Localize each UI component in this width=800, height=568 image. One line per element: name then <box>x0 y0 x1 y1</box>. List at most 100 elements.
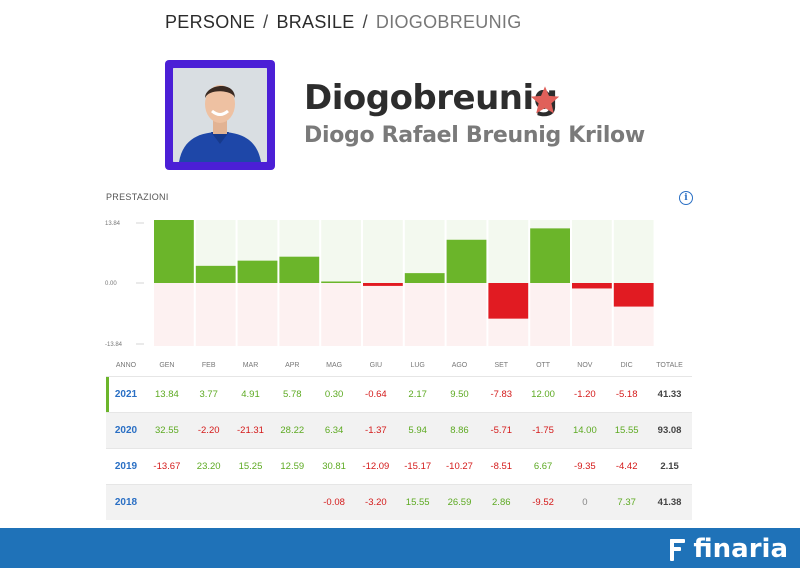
chart-bar-nov[interactable] <box>572 283 612 289</box>
table-row[interactable]: 2018 -0.08 -3.20 15.55 26.59 2.86 -9.52 0 7.37 41… <box>106 484 692 520</box>
table-cell-apr: 12.59 <box>280 461 305 472</box>
table-row[interactable]: 2020 32.55 -2.20 -21.31 28.22 6.34 -1.37 5.94 8.… <box>106 412 692 448</box>
chart-bg-positive-set <box>488 220 529 283</box>
chart-bg-negative-ott <box>530 283 570 346</box>
chart-bg-negative-nov <box>572 283 612 346</box>
chart-bg-negative-lug <box>404 283 445 346</box>
table-body: 2021 13.84 3.77 4.91 5.78 0.30 -0.64 2.17 9.50 -7… <box>106 376 692 520</box>
chart-bar-gen[interactable] <box>154 220 194 283</box>
table-cell-ott: -9.52 <box>532 497 554 508</box>
table-row[interactable]: 2019 -13.67 23.20 15.25 12.59 30.81 -12.09 -15.… <box>106 448 692 484</box>
table-header-totale: TOTALE <box>656 361 683 369</box>
table-cell-year[interactable]: 2018 <box>114 497 138 508</box>
chart-bg-negative-gen <box>154 283 194 346</box>
table-cell-mag: 6.34 <box>324 425 344 436</box>
table-cell-lug: 5.94 <box>408 425 427 436</box>
brand-logo[interactable]: finaria <box>670 534 788 564</box>
table-cell-nov: 0 <box>582 497 588 508</box>
table-cell-mag: -0.08 <box>323 497 345 508</box>
table-cell-dic: -4.42 <box>615 461 638 472</box>
chart-bg-negative-giu <box>363 283 403 346</box>
avatar-photo <box>173 68 267 162</box>
table-header-gen: GEN <box>159 361 175 369</box>
chart-bar-mar[interactable] <box>237 260 278 283</box>
chart-bar-feb[interactable] <box>195 265 236 283</box>
chart-y-tick-label: 0.00 <box>105 281 117 287</box>
person-photo-illustration <box>173 68 267 162</box>
chart-y-tick-label: 13.84 <box>105 221 121 227</box>
table-cell-year[interactable]: 2019 <box>114 461 138 472</box>
brand-name: finaria <box>693 534 788 564</box>
table-cell-giu: -12.09 <box>362 461 390 472</box>
performance-table: ANNO GEN FEB MAR APR MAG GIU LUG AGO SET OTT NOV DIC… <box>106 354 692 520</box>
table-cell-nov: 14.00 <box>572 425 597 436</box>
table-cell-gen: 13.84 <box>155 389 179 400</box>
table-cell-gen: -13.67 <box>153 461 181 472</box>
table-cell-dic: 15.55 <box>614 425 639 436</box>
table-cell-ott: 6.67 <box>533 461 553 472</box>
table-header-ago: AGO <box>451 361 468 369</box>
table-cell-giu: -0.64 <box>365 389 387 400</box>
chart-bg-positive-giu <box>363 220 403 283</box>
table-row[interactable]: 2021 13.84 3.77 4.91 5.78 0.30 -0.64 2.17 9.50 -7… <box>106 376 692 412</box>
table-cell-year[interactable]: 2020 <box>114 425 138 436</box>
chart-bar-giu[interactable] <box>363 283 403 286</box>
table-header-lug: LUG <box>410 361 425 369</box>
info-icon[interactable]: i <box>679 191 693 205</box>
table-header-dic: DIC <box>620 361 633 369</box>
chart-bar-dic[interactable] <box>613 283 654 307</box>
table-cell-total: 41.38 <box>657 497 682 508</box>
breadcrumb: PERSONE / BRASILE / DIOGOBREUNIG <box>165 12 522 33</box>
table-cell-set: -7.83 <box>490 389 513 400</box>
table-cell-ago: -10.27 <box>446 461 473 472</box>
chart-bg-positive-mag <box>321 220 361 283</box>
profile-username: Diogobreunig <box>304 78 558 118</box>
chart-bg-negative-feb <box>195 283 236 346</box>
table-header-apr: APR <box>285 361 300 369</box>
chart-bar-mag[interactable] <box>321 281 361 284</box>
table-cell-mag: 30.81 <box>322 461 346 472</box>
table-cell-mag: 0.30 <box>324 389 344 400</box>
chart-bg-negative-apr <box>279 283 320 346</box>
table-cell-mar: -21.31 <box>237 425 264 436</box>
table-cell-mar: 15.25 <box>238 461 263 472</box>
breadcrumb-item-brasile[interactable]: BRASILE <box>276 12 355 32</box>
table-cell-giu: -3.20 <box>365 497 387 508</box>
table-header-set: SET <box>494 361 509 369</box>
table-header-feb: FEB <box>201 361 216 369</box>
chart-bar-lug[interactable] <box>404 273 445 283</box>
footer-bar: finaria <box>0 528 800 568</box>
table-cell-nov: -1.20 <box>574 389 596 400</box>
table-cell-set: 2.86 <box>492 497 511 508</box>
chart-bar-ott[interactable] <box>530 228 570 283</box>
chart-bg-negative-ago <box>446 283 487 346</box>
table-header: ANNO GEN FEB MAR APR MAG GIU LUG AGO SET OTT NOV DIC… <box>106 354 692 376</box>
chart-bg-negative-mag <box>321 283 361 346</box>
table-cell-dic: -5.18 <box>615 389 638 400</box>
table-header-giu: GIU <box>369 361 383 369</box>
chart-bar-apr[interactable] <box>279 256 320 283</box>
breadcrumb-item-persone[interactable]: PERSONE <box>165 12 256 32</box>
breadcrumb-separator: / <box>362 12 368 32</box>
performance-title: PRESTAZIONI <box>106 192 169 202</box>
table-cell-lug: -15.17 <box>404 461 432 472</box>
finaria-logo-icon <box>670 537 686 561</box>
table-cell-feb: 3.77 <box>199 389 218 400</box>
table-cell-total: 41.33 <box>657 389 682 400</box>
table-cell-mar: 4.91 <box>241 389 260 400</box>
table-cell-ott: -1.75 <box>532 425 554 436</box>
table-cell-gen: 32.55 <box>155 425 179 436</box>
breadcrumb-item-current: DIOGOBREUNIG <box>375 12 522 32</box>
chart-bar-set[interactable] <box>488 283 529 319</box>
chart-bar-ago[interactable] <box>446 239 487 283</box>
chart-bg-negative-mar <box>237 283 278 346</box>
table-cell-total: 93.08 <box>657 425 682 436</box>
table-cell-year[interactable]: 2021 <box>114 389 138 400</box>
chart-bg-positive-dic <box>613 220 654 283</box>
chart-bg-positive-nov <box>572 220 612 283</box>
profile-full-name: Diogo Rafael Breunig Krilow <box>304 123 645 148</box>
table-cell-total: 2.15 <box>660 461 679 472</box>
table-cell-set: -5.71 <box>490 425 513 436</box>
star-icon[interactable] <box>528 84 562 116</box>
